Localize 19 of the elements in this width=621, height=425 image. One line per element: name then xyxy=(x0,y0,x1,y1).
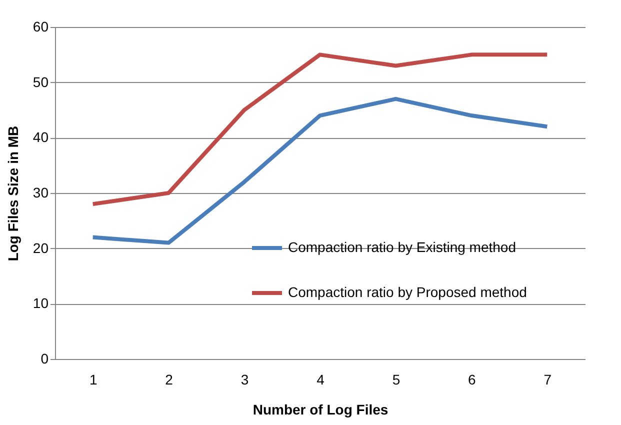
x-tick-label: 4 xyxy=(316,372,325,388)
y-tick-label: 10 xyxy=(32,295,49,312)
x-tick-label: 5 xyxy=(392,372,400,388)
x-tick-label: 1 xyxy=(89,372,98,388)
y-tick-label: 30 xyxy=(32,184,49,200)
legend-label: Compaction ratio by Existing method xyxy=(288,239,516,255)
x-tick-label: 7 xyxy=(544,372,552,388)
y-tick-label: 20 xyxy=(32,240,49,256)
x-tick-label: 2 xyxy=(165,372,174,388)
y-tick-label: 60 xyxy=(32,18,49,34)
y-axis-title: Log Files Size in MB xyxy=(4,126,21,262)
x-tick-label: 6 xyxy=(468,372,476,388)
x-axis-title: Number of Log Files xyxy=(252,402,388,418)
y-tick-label: 0 xyxy=(40,350,49,366)
legend-label: Compaction ratio by Proposed method xyxy=(288,284,527,300)
line-series xyxy=(90,52,550,206)
y-tick-label: 50 xyxy=(32,74,49,90)
y-tick-label: 40 xyxy=(32,129,49,146)
x-tick-label: 3 xyxy=(240,372,249,388)
